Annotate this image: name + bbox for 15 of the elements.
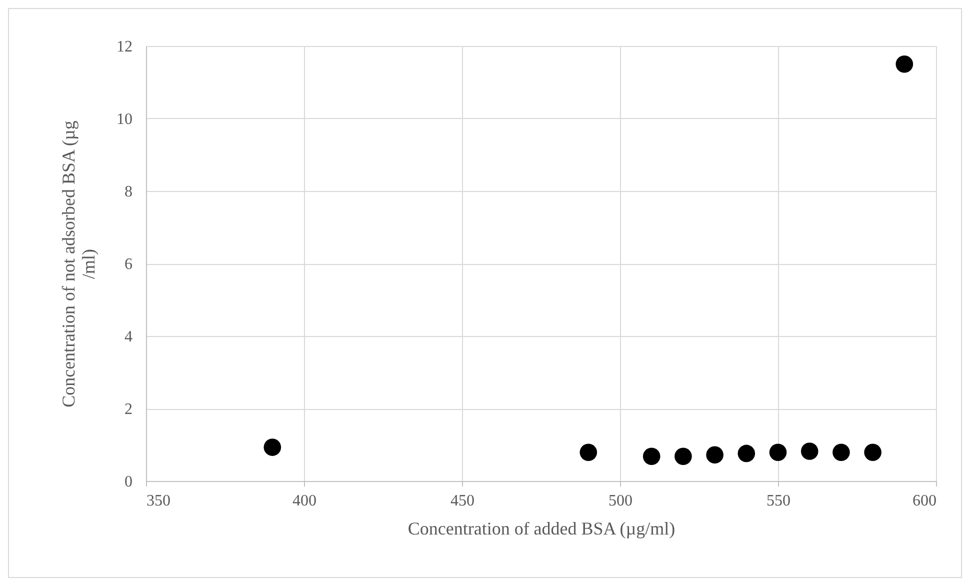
x-tick-label: 400 — [292, 492, 316, 510]
y-tick-label: 8 — [124, 184, 132, 200]
y-tick-label: 12 — [116, 38, 132, 56]
x-tick-label: 450 — [450, 492, 474, 510]
x-tick-label: 550 — [766, 492, 790, 510]
y-tick-label: 0 — [124, 474, 132, 490]
y-tick-label: 6 — [124, 256, 132, 273]
x-tick-label: 350 — [146, 492, 170, 510]
y-tick-label: 4 — [124, 328, 132, 346]
y-tick-label: 2 — [124, 401, 132, 418]
x-tick-label: 600 — [912, 492, 936, 510]
x-axis-title: Concentration of added BSA (µg/ml) — [408, 518, 676, 538]
y-tick-label: 10 — [116, 111, 132, 128]
x-tick-label: 500 — [608, 492, 632, 510]
y-axis-title: Concentration of not adsorbed BSA (µg /ml) — [58, 120, 98, 408]
